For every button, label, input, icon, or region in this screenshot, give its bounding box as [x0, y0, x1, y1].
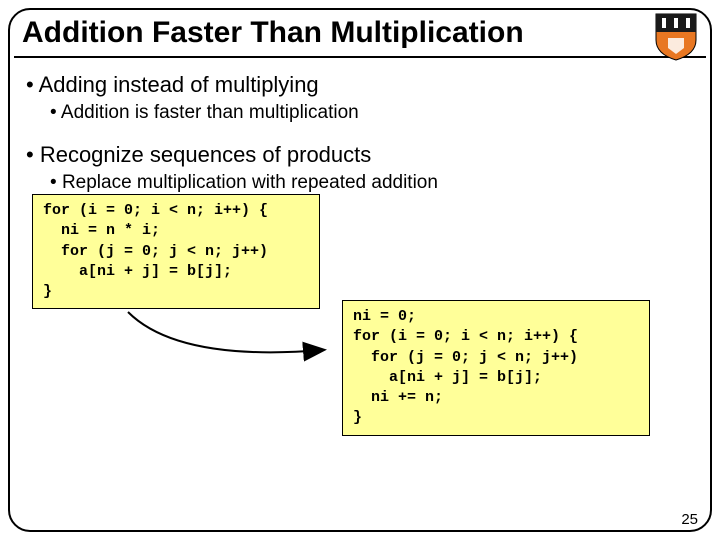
- code-block-after: ni = 0; for (i = 0; i < n; i++) { for (j…: [342, 300, 650, 436]
- bullet-level2: Addition is faster than multiplication: [20, 102, 700, 124]
- bullet-level2: Replace multiplication with repeated add…: [20, 172, 700, 194]
- title-bar: Addition Faster Than Multiplication: [14, 14, 706, 58]
- arrow-icon: [118, 302, 338, 382]
- slide-title: Addition Faster Than Multiplication: [22, 16, 698, 50]
- page-number: 25: [681, 511, 698, 528]
- code-block-before: for (i = 0; i < n; i++) { ni = n * i; fo…: [32, 194, 320, 309]
- bullet-level1: Recognize sequences of products: [20, 142, 700, 168]
- bullet-level1: Adding instead of multiplying: [20, 72, 700, 98]
- princeton-shield-icon: [654, 12, 698, 62]
